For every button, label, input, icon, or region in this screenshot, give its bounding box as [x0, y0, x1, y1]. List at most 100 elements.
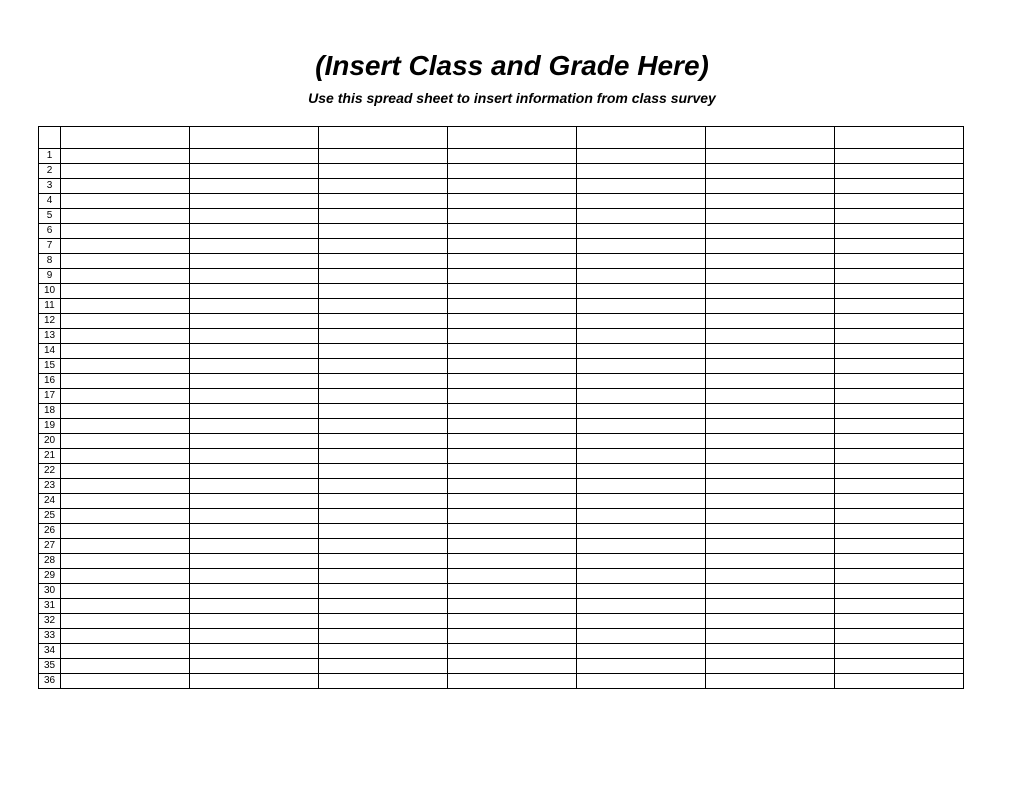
- data-cell: [448, 389, 577, 404]
- data-cell: [706, 509, 835, 524]
- data-cell: [706, 599, 835, 614]
- row-number-cell: 33: [39, 629, 61, 644]
- data-cell: [319, 659, 448, 674]
- data-cell: [61, 254, 190, 269]
- data-cell: [706, 254, 835, 269]
- data-cell: [577, 659, 706, 674]
- data-cell: [577, 209, 706, 224]
- table-row: 1: [39, 149, 964, 164]
- row-number-cell: 23: [39, 479, 61, 494]
- table-row: 27: [39, 539, 964, 554]
- data-cell: [190, 419, 319, 434]
- data-cell: [61, 314, 190, 329]
- data-cell: [706, 194, 835, 209]
- data-cell: [706, 584, 835, 599]
- data-cell: [319, 404, 448, 419]
- data-cell: [706, 389, 835, 404]
- table-row: 26: [39, 524, 964, 539]
- data-cell: [835, 584, 964, 599]
- row-number-cell: 25: [39, 509, 61, 524]
- data-cell: [61, 389, 190, 404]
- data-cell: [61, 299, 190, 314]
- data-cell: [61, 509, 190, 524]
- row-number-cell: 26: [39, 524, 61, 539]
- data-cell: [319, 584, 448, 599]
- data-cell: [706, 314, 835, 329]
- table-row: 35: [39, 659, 964, 674]
- data-cell: [190, 374, 319, 389]
- data-cell: [61, 374, 190, 389]
- data-cell: [448, 464, 577, 479]
- header-cell: [319, 127, 448, 149]
- data-cell: [706, 554, 835, 569]
- row-number-cell: 18: [39, 404, 61, 419]
- data-cell: [448, 554, 577, 569]
- data-cell: [319, 419, 448, 434]
- table-row: 12: [39, 314, 964, 329]
- data-cell: [577, 674, 706, 689]
- row-number-cell: 7: [39, 239, 61, 254]
- data-cell: [190, 179, 319, 194]
- data-cell: [577, 359, 706, 374]
- data-cell: [190, 584, 319, 599]
- table-row: 8: [39, 254, 964, 269]
- data-cell: [706, 659, 835, 674]
- data-cell: [448, 434, 577, 449]
- data-cell: [577, 614, 706, 629]
- data-cell: [448, 494, 577, 509]
- data-cell: [706, 164, 835, 179]
- data-cell: [190, 389, 319, 404]
- data-cell: [319, 644, 448, 659]
- data-cell: [190, 164, 319, 179]
- data-cell: [190, 479, 319, 494]
- data-cell: [835, 509, 964, 524]
- table-row: 28: [39, 554, 964, 569]
- page-subtitle: Use this spread sheet to insert informat…: [0, 90, 1024, 106]
- table-row: 24: [39, 494, 964, 509]
- data-cell: [577, 299, 706, 314]
- data-cell: [706, 299, 835, 314]
- table-row: 36: [39, 674, 964, 689]
- data-cell: [319, 539, 448, 554]
- data-cell: [448, 644, 577, 659]
- data-cell: [706, 209, 835, 224]
- table-row: 31: [39, 599, 964, 614]
- data-cell: [448, 269, 577, 284]
- row-number-cell: 16: [39, 374, 61, 389]
- data-cell: [835, 254, 964, 269]
- table-row: 19: [39, 419, 964, 434]
- data-cell: [319, 524, 448, 539]
- table-row: 22: [39, 464, 964, 479]
- data-cell: [835, 569, 964, 584]
- data-cell: [190, 359, 319, 374]
- data-cell: [835, 554, 964, 569]
- table-row: 10: [39, 284, 964, 299]
- row-number-cell: 22: [39, 464, 61, 479]
- data-cell: [835, 149, 964, 164]
- data-cell: [448, 659, 577, 674]
- data-cell: [190, 149, 319, 164]
- data-cell: [319, 389, 448, 404]
- data-cell: [577, 374, 706, 389]
- data-cell: [835, 314, 964, 329]
- data-cell: [577, 464, 706, 479]
- data-cell: [319, 359, 448, 374]
- data-cell: [577, 344, 706, 359]
- data-cell: [835, 539, 964, 554]
- header-cell: [577, 127, 706, 149]
- data-cell: [319, 344, 448, 359]
- data-cell: [448, 479, 577, 494]
- data-cell: [319, 674, 448, 689]
- data-cell: [835, 629, 964, 644]
- data-cell: [319, 494, 448, 509]
- data-cell: [61, 584, 190, 599]
- row-number-cell: 15: [39, 359, 61, 374]
- data-cell: [61, 269, 190, 284]
- data-cell: [448, 539, 577, 554]
- data-cell: [319, 194, 448, 209]
- data-cell: [706, 644, 835, 659]
- row-number-cell: 12: [39, 314, 61, 329]
- data-cell: [61, 284, 190, 299]
- data-cell: [448, 524, 577, 539]
- table-row: 25: [39, 509, 964, 524]
